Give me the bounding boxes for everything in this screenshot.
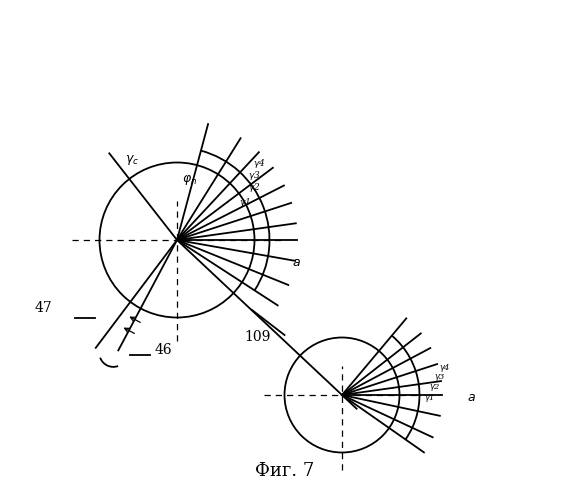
Text: $\gamma$3: $\gamma$3 [248,168,261,181]
Text: Фиг. 7: Фиг. 7 [255,462,314,480]
Text: $a$: $a$ [467,391,476,404]
Text: 47: 47 [34,301,52,315]
Text: $a$: $a$ [292,256,301,269]
Text: $\gamma_c$: $\gamma_c$ [125,153,139,167]
Text: $\gamma$3: $\gamma$3 [434,372,446,383]
Text: $\gamma$4: $\gamma$4 [439,362,450,374]
Text: $\gamma$1: $\gamma$1 [239,196,250,209]
Text: 109: 109 [244,330,270,344]
Text: $\gamma$4: $\gamma$4 [253,158,266,170]
Text: $\gamma$2: $\gamma$2 [428,382,440,393]
Text: $\varphi_n$: $\varphi_n$ [182,173,197,187]
Text: 46: 46 [155,342,172,356]
Text: $\gamma$2: $\gamma$2 [248,181,261,194]
Text: $\gamma$1: $\gamma$1 [424,392,435,404]
